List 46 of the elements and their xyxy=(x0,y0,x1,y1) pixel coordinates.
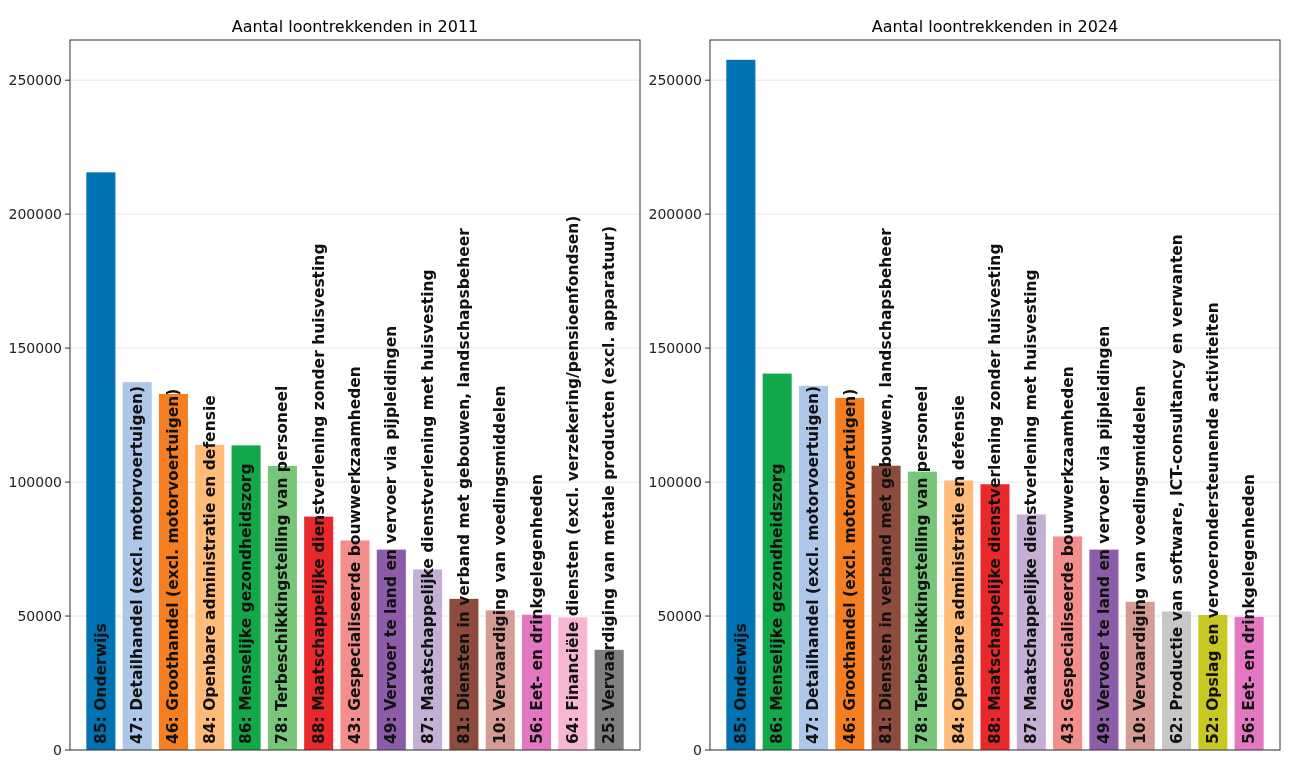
x-tick-label: 86: Menselijke gezondheidszorg xyxy=(237,463,256,744)
y-tick-label: 250000 xyxy=(8,72,62,89)
x-tick-label: 78: Terbeschikkingstelling van personeel xyxy=(913,385,932,744)
x-tick-label: 85: Onderwijs xyxy=(731,623,750,744)
y-tick-label: 200000 xyxy=(8,206,62,223)
x-tick-label: 10: Vervaardiging van voedingsmiddelen xyxy=(1131,385,1150,744)
y-tick-label: 200000 xyxy=(648,206,702,223)
x-tick-label: 87: Maatschappelijke dienstverlening met huisvesting xyxy=(1022,269,1041,744)
x-tick-label: 81: Diensten in verband met gebouwen, landschapsbeheer xyxy=(454,227,473,744)
chart-title: Aantal loontrekkenden in 2011 xyxy=(231,17,479,36)
x-tick-label: 88: Maatschappelijke dienstverlening zonder huisvesting xyxy=(309,243,328,744)
x-tick-label: 84: Openbare administratie en defensie xyxy=(949,395,968,744)
x-tick-label: 78: Terbeschikkingstelling van personeel xyxy=(273,385,292,744)
x-tick-label: 88: Maatschappelijke dienstverlening zonder huisvesting xyxy=(986,243,1004,744)
x-tick-label: 86: Menselijke gezondheidszorg xyxy=(768,463,787,744)
chart-title: Aantal loontrekkenden in 2024 xyxy=(871,17,1119,36)
x-tick-label: 49: Vervoer te land en vervoer via pijpleidingen xyxy=(1094,325,1113,744)
y-tick-label: 0 xyxy=(693,742,702,758)
x-tick-label: 49: Vervoer te land en vervoer via pijpleidingen xyxy=(382,325,401,744)
x-tick-label: 47: Detailhandel (excl. motorvoertuigen) xyxy=(128,385,147,744)
bar xyxy=(86,172,116,750)
bar xyxy=(726,59,756,750)
x-tick-label: 81: Diensten in verband met gebouwen, landschapsbeheer xyxy=(877,227,896,744)
x-tick-label: 52: Opslag en vervoerondersteunende activiteiten xyxy=(1203,302,1222,744)
x-tick-label: 85: Onderwijs xyxy=(91,623,110,744)
x-tick-label: 84: Openbare administratie en defensie xyxy=(200,395,219,744)
x-tick-label: 47: Detailhandel (excl. motorvoertuigen) xyxy=(804,385,823,744)
x-tick-label: 10: Vervaardiging van voedingsmiddelen xyxy=(491,385,510,744)
x-tick-label: 87: Maatschappelijke dienstverlening met huisvesting xyxy=(418,269,437,744)
y-tick-label: 150000 xyxy=(8,340,62,357)
x-tick-label: 56: Eet- en drinkgelegenheden xyxy=(527,473,546,744)
y-tick-label: 100000 xyxy=(648,474,702,491)
x-tick-label: 25: Vervaardiging van metale producten (excl. apparatuur) xyxy=(600,225,619,744)
x-tick-label: 43: Gespecialiseerde bouwwerkzaamheden xyxy=(346,366,364,744)
x-tick-label: 64: Financiële diensten (excl. verzekering/pensioenfondsen) xyxy=(563,215,582,744)
y-tick-label: 0 xyxy=(53,742,62,758)
y-tick-label: 250000 xyxy=(648,72,702,89)
x-tick-label: 46: Groothandel (excl. motorvoertuigen) xyxy=(840,388,859,744)
x-tick-label: 43: Gespecialiseerde bouwwerkzaamheden xyxy=(1058,366,1077,744)
y-tick-label: 100000 xyxy=(8,474,62,491)
x-tick-label: 46: Groothandel (excl. motorvoertuigen) xyxy=(164,388,183,744)
x-tick-label: 56: Eet- en drinkgelegenheden xyxy=(1240,473,1259,744)
y-tick-label: 50000 xyxy=(657,608,702,625)
x-tick-label: 62: Productie van software, ICT-consultancy en verwanten xyxy=(1167,234,1186,744)
y-tick-label: 50000 xyxy=(17,608,62,625)
y-tick-label: 150000 xyxy=(648,340,702,357)
